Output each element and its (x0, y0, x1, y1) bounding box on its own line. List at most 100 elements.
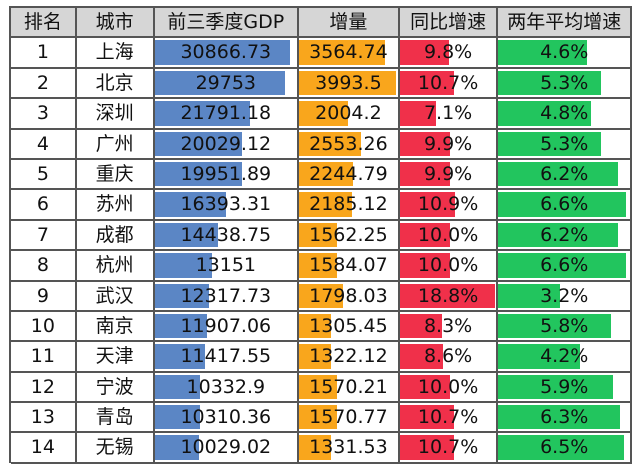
increase-data-bar (299, 131, 361, 156)
gdp-data-bar (154, 131, 243, 156)
city-cell: 上海 (76, 38, 155, 69)
increase-value: 1584.07 (309, 254, 388, 277)
table-row: 9 武汉 12317.73 1798.03 18.8% 3.2% (11, 281, 632, 312)
yoy-growth-cell: 10.0% (399, 372, 499, 404)
gdp-value: 21791.18 (180, 102, 272, 125)
gdp-cell: 19951.89 (154, 159, 300, 191)
gdp-data-bar (154, 374, 200, 400)
increase-data-bar (299, 283, 343, 308)
yoy-growth-data-bar (399, 40, 450, 65)
avg-growth-data-bar (498, 161, 619, 187)
header-gdp: 前三季度GDP (154, 8, 300, 39)
yoy-growth-data-bar (399, 101, 436, 126)
header-two-year-avg-growth: 两年平均增速 (498, 8, 632, 39)
header-yoy-growth: 同比增速 (399, 8, 499, 39)
gdp-value: 12317.73 (180, 284, 272, 307)
yoy-growth-value: 8.6% (423, 345, 473, 368)
table-row: 5 重庆 19951.89 2244.79 9.9% 6.2% (11, 159, 632, 191)
table-row: 6 苏州 16393.31 2185.12 10.9% 6.6% (11, 190, 632, 221)
gdp-cell: 10332.9 (154, 372, 300, 404)
yoy-growth-value: 10.7% (417, 406, 479, 429)
gdp-data-bar (154, 40, 290, 65)
yoy-growth-cell: 8.3% (399, 311, 499, 343)
avg-growth-data-bar (498, 435, 625, 460)
increase-data-bar (299, 161, 354, 187)
increase-cell: 1322.12 (299, 342, 400, 373)
avg-growth-cell: 5.3% (498, 68, 632, 100)
avg-growth-value: 4.8% (540, 102, 589, 125)
avg-growth-data-bar (498, 131, 601, 156)
gdp-cell: 21791.18 (154, 99, 300, 130)
avg-growth-cell: 4.2% (498, 342, 632, 373)
gdp-cell: 10029.02 (154, 433, 300, 464)
gdp-data-bar (154, 161, 243, 187)
city-cell: 广州 (76, 129, 155, 160)
gdp-ranking-table: 排名 城市 前三季度GDP 增量 同比增速 两年平均增速 1 上海 30866.73… (9, 6, 632, 464)
avg-growth-cell: 6.5% (498, 433, 632, 464)
gdp-cell: 29753 (154, 68, 300, 100)
increase-value: 1562.25 (309, 223, 388, 246)
increase-data-bar (299, 435, 332, 460)
rank-cell: 5 (11, 159, 77, 191)
gdp-cell: 12317.73 (154, 281, 300, 312)
avg-growth-value: 5.8% (540, 314, 589, 337)
yoy-growth-data-bar (399, 253, 451, 278)
avg-growth-value: 6.2% (540, 223, 589, 246)
gdp-data-bar (154, 435, 199, 460)
gdp-cell: 30866.73 (154, 38, 300, 69)
avg-growth-data-bar (498, 344, 580, 369)
yoy-growth-cell: 10.9% (399, 190, 499, 221)
header-increase: 增量 (299, 8, 400, 39)
table-header-row: 排名 城市 前三季度GDP 增量 同比增速 两年平均增速 (11, 8, 632, 39)
increase-cell: 2185.12 (299, 190, 400, 221)
avg-growth-value: 6.5% (540, 436, 589, 459)
yoy-growth-data-bar (399, 192, 455, 217)
increase-cell: 1331.53 (299, 433, 400, 464)
increase-cell: 1798.03 (299, 281, 400, 312)
avg-growth-data-bar (498, 313, 611, 339)
avg-growth-data-bar (498, 405, 621, 430)
increase-data-bar (299, 374, 338, 400)
avg-growth-cell: 6.2% (498, 220, 632, 252)
gdp-data-bar (154, 192, 227, 217)
avg-growth-value: 6.3% (540, 406, 589, 429)
increase-value: 1322.12 (309, 345, 388, 368)
gdp-value: 13151 (195, 254, 257, 277)
increase-cell: 1570.77 (299, 403, 400, 434)
rank-cell: 7 (11, 220, 77, 252)
increase-value: 2553.26 (309, 132, 388, 155)
yoy-growth-data-bar (399, 344, 444, 369)
city-cell: 青岛 (76, 403, 155, 434)
rank-cell: 14 (11, 433, 77, 464)
table-row: 10 南京 11907.06 1305.45 8.3% 5.8% (11, 311, 632, 343)
avg-growth-value: 4.6% (540, 41, 589, 64)
yoy-growth-data-bar (399, 222, 451, 248)
increase-value: 2185.12 (309, 193, 388, 216)
increase-cell: 3993.5 (299, 68, 400, 100)
yoy-growth-cell: 10.0% (399, 220, 499, 252)
avg-growth-cell: 5.9% (498, 372, 632, 404)
gdp-value: 10332.9 (186, 375, 266, 398)
avg-growth-data-bar (498, 253, 627, 278)
rank-cell: 4 (11, 129, 77, 160)
city-cell: 杭州 (76, 251, 155, 282)
city-cell: 成都 (76, 220, 155, 252)
yoy-growth-value: 18.8% (417, 284, 479, 307)
gdp-data-bar (154, 222, 218, 248)
yoy-growth-data-bar (399, 405, 454, 430)
gdp-data-bar (154, 253, 213, 278)
table-row: 13 青岛 10310.36 1570.77 10.7% 6.3% (11, 403, 632, 434)
yoy-growth-cell: 9.8% (399, 38, 499, 69)
increase-data-bar (299, 101, 348, 126)
increase-data-bar (299, 344, 332, 369)
yoy-growth-value: 10.0% (417, 223, 479, 246)
table-row: 7 成都 14438.75 1562.25 10.0% 6.2% (11, 220, 632, 252)
avg-growth-data-bar (498, 283, 561, 308)
increase-cell: 1305.45 (299, 311, 400, 343)
gdp-cell: 14438.75 (154, 220, 300, 252)
gdp-cell: 16393.31 (154, 190, 300, 221)
avg-growth-value: 5.3% (540, 71, 589, 94)
rank-cell: 10 (11, 311, 77, 343)
increase-value: 1305.45 (309, 314, 388, 337)
gdp-data-bar (154, 344, 205, 369)
